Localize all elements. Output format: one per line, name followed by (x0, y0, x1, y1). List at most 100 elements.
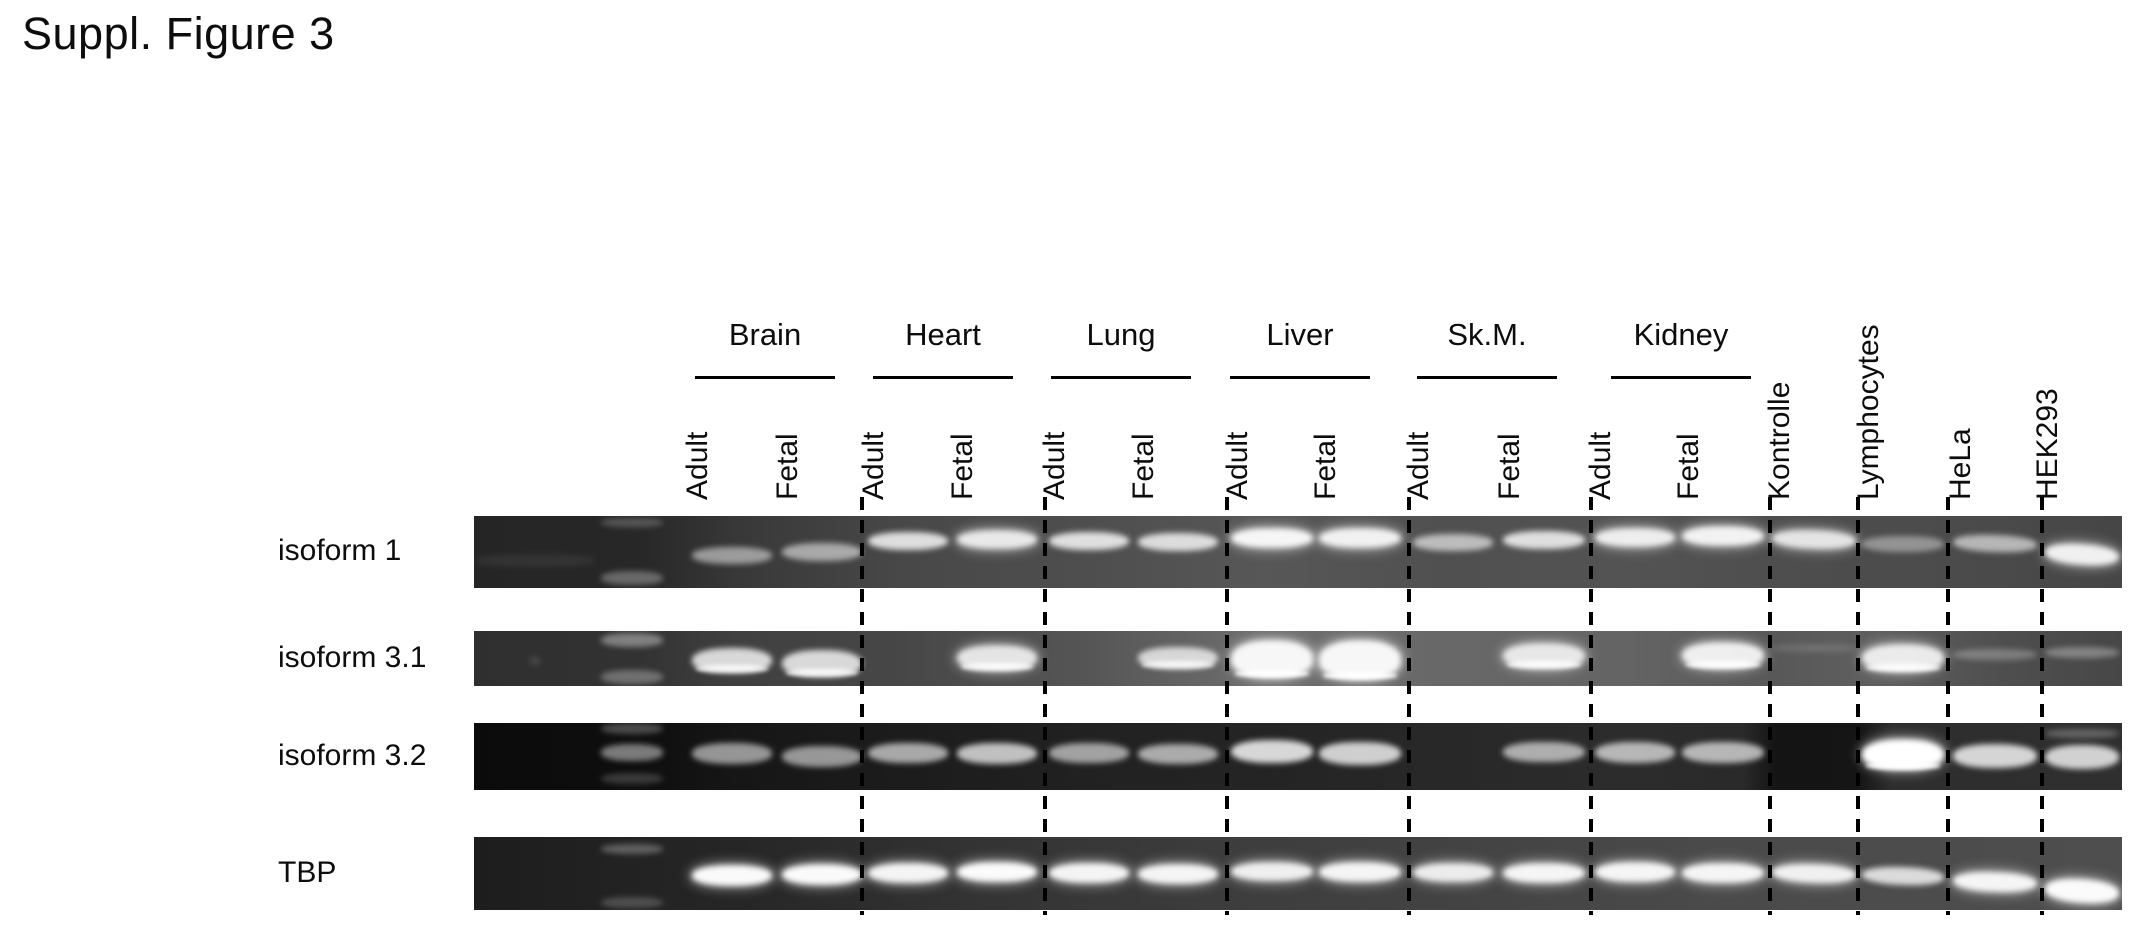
group-label-brain: Brain (728, 317, 802, 352)
row-label-tbp: TBP (278, 855, 337, 889)
band-isoform-3-2-ladder (601, 723, 663, 734)
band-isoform-3-2-sk-m-fetal (1503, 742, 1585, 762)
band-tbp-heart-adult (868, 863, 948, 883)
gel-strip-isoform-3-2 (474, 723, 2122, 790)
band-isoform-3-1-ladder (601, 670, 663, 684)
lane-label-lung-adult: Adult (1038, 431, 1071, 500)
divider-line-1 (860, 497, 864, 915)
band-isoform-3-2-hela (1953, 744, 2037, 768)
lane-label-lung-fetal: Fetal (1127, 433, 1160, 500)
band-isoform-3-2-brain-fetal (782, 746, 862, 767)
band-isoform-3-2-hek293 (2045, 745, 2119, 769)
band-isoform-3-2-kidney-fetal (1682, 742, 1764, 763)
band-bottom-edge-isoform-3-1-sk-m-fetal (1507, 661, 1581, 668)
lane-label-heart-fetal: Fetal (946, 433, 979, 500)
figure-title: Suppl. Figure 3 (22, 8, 335, 59)
lane-label-heart-adult: Adult (857, 431, 890, 500)
row-label-isoform-3-1: isoform 3.1 (278, 640, 427, 674)
group-underline-heart (873, 376, 1013, 379)
band-tbp-liver-adult (1231, 862, 1313, 881)
band-isoform-3-2-lung-fetal (1138, 744, 1218, 764)
band-isoform-3-2-lung-adult (1049, 743, 1129, 763)
column-label-hela: HeLa (1944, 428, 1977, 500)
divider-line-6 (1768, 497, 1772, 915)
band-isoform-3-2-kidney-adult (1595, 742, 1675, 763)
lane-label-brain-fetal: Fetal (771, 433, 804, 500)
band-tbp-brain-adult (692, 865, 772, 886)
lane-label-sk-m-fetal: Fetal (1493, 433, 1526, 500)
band-isoform-1-heart-adult (868, 532, 948, 550)
band-isoform-1-lung-adult (1049, 532, 1129, 550)
band-isoform-1-sk-m-adult (1413, 534, 1493, 551)
band-isoform-3-2-heart-adult (868, 743, 948, 763)
band-tbp-brain-fetal (782, 864, 862, 885)
gel-strip-isoform-1 (474, 516, 2122, 588)
band-bottom-edge-isoform-3-1-liver-adult (1235, 670, 1309, 677)
band-tbp-kontrolle (1771, 862, 1857, 885)
band-isoform-3-1-hela (1953, 649, 2037, 660)
divider-line-3 (1225, 497, 1229, 915)
band-tbp-ladder (601, 897, 663, 908)
band-isoform-1-hek293 (2044, 541, 2120, 568)
group-label-sk-m: Sk.M. (1447, 317, 1527, 352)
column-label-kontrolle: Kontrolle (1763, 381, 1796, 500)
band-bottom-edge-isoform-3-1-lymphocytes (1866, 664, 1940, 671)
band-isoform-1-empty (475, 554, 595, 567)
divider-line-9 (2040, 497, 2044, 915)
lane-label-liver-fetal: Fetal (1309, 433, 1342, 500)
band-bottom-edge-isoform-3-1-heart-fetal (961, 663, 1033, 670)
band-isoform-1-lymphocytes (1862, 536, 1944, 552)
band-isoform-1-brain-adult (692, 547, 772, 564)
band-isoform-1-ladder (601, 518, 663, 527)
lane-label-liver-adult: Adult (1221, 431, 1254, 500)
divider-line-7 (1856, 497, 1860, 915)
band-tbp-hek293 (2044, 876, 2120, 906)
band-isoform-3-2-liver-adult (1231, 740, 1313, 763)
column-label-hek293: HEK293 (2031, 388, 2064, 500)
band-tbp-sk-m-adult (1413, 863, 1493, 882)
lane-label-sk-m-adult: Adult (1402, 431, 1435, 500)
band-tbp-kidney-adult (1595, 862, 1675, 882)
lane-label-kidney-adult: Adult (1584, 431, 1617, 500)
band-tbp-lung-fetal (1138, 864, 1218, 884)
group-label-liver: Liver (1266, 317, 1334, 352)
gel-strip-isoform-3-1 (474, 631, 2122, 686)
band-isoform-3-2-ladder (601, 744, 663, 761)
band-isoform-3-1-empty (530, 657, 540, 665)
column-label-lymphocytes: Lymphocytes (1852, 324, 1885, 500)
group-label-heart: Heart (905, 317, 981, 352)
band-tbp-heart-fetal (957, 862, 1037, 882)
band-isoform-1-liver-fetal (1319, 528, 1401, 548)
band-tbp-lymphocytes (1861, 865, 1945, 887)
band-bottom-edge-isoform-3-1-brain-adult (696, 665, 768, 672)
band-isoform-3-2-ladder (601, 773, 663, 784)
band-tbp-liver-fetal (1319, 862, 1401, 882)
band-isoform-1-hela (1952, 533, 2038, 554)
group-underline-brain (695, 376, 835, 379)
band-isoform-1-brain-fetal (782, 543, 862, 561)
group-underline-kidney (1611, 376, 1751, 379)
group-label-lung: Lung (1086, 317, 1156, 352)
divider-line-5 (1589, 497, 1593, 915)
band-bottom-edge-isoform-3-1-kidney-fetal (1686, 661, 1760, 668)
divider-line-8 (1946, 497, 1950, 915)
band-bottom-edge-isoform-3-1-lung-fetal (1142, 661, 1214, 668)
group-underline-sk-m (1417, 376, 1557, 379)
group-underline-liver (1230, 376, 1370, 379)
band-tbp-hela (1952, 870, 2038, 894)
band-tbp-sk-m-fetal (1503, 863, 1585, 883)
band-isoform-3-2-brain-adult (692, 743, 772, 764)
divider-line-2 (1043, 497, 1047, 915)
row-label-isoform-1: isoform 1 (278, 534, 402, 567)
band-isoform-1-lung-fetal (1138, 533, 1218, 551)
group-underline-lung (1051, 376, 1191, 379)
band-tbp-kidney-fetal (1682, 863, 1764, 883)
group-label-kidney: Kidney (1633, 317, 1729, 352)
band-tbp-ladder (601, 844, 663, 854)
band-isoform-1-kidney-adult (1595, 528, 1675, 547)
band-isoform-3-2-heart-fetal (957, 743, 1037, 764)
band-tbp-lung-adult (1049, 863, 1129, 883)
band-isoform-1-heart-fetal (957, 530, 1037, 549)
band-isoform-3-2-liver-fetal (1319, 742, 1401, 765)
